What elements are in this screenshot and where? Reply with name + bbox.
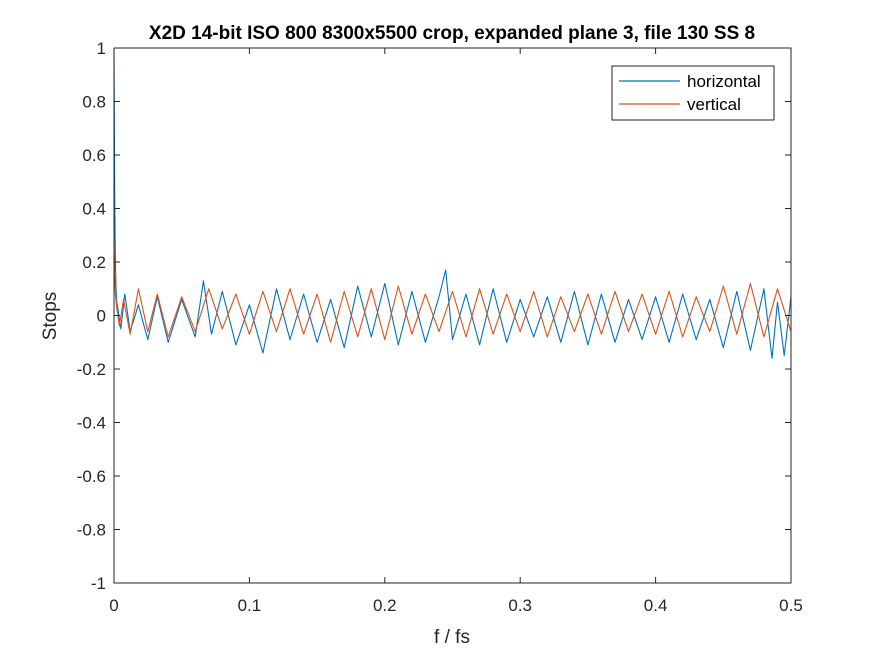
y-tick-label: -0.2 (77, 360, 106, 379)
legend: horizontal vertical (611, 65, 775, 121)
x-axis-label: f / fs (434, 627, 470, 648)
y-tick-label: -1 (91, 574, 106, 593)
y-tick-label: 0.4 (82, 200, 106, 219)
y-tick-label: 1 (97, 39, 106, 58)
series-line-vertical (113, 240, 792, 343)
y-tick-label: -0.6 (77, 467, 106, 486)
x-tick-label: 0.1 (238, 596, 262, 615)
legend-label-vertical: vertical (687, 95, 741, 114)
chart-title: X2D 14-bit ISO 800 8300x5500 crop, expan… (149, 23, 755, 44)
x-tick-label: 0.3 (508, 596, 532, 615)
series-layer (113, 47, 792, 359)
y-tick-label: 0.6 (82, 146, 106, 165)
legend-label-horizontal: horizontal (687, 72, 761, 91)
y-axis: -1 -0.8 -0.6 -0.4 -0.2 0 0.2 0.4 0.6 0.8 1 (77, 39, 791, 593)
series-line-horizontal (113, 47, 792, 359)
plot-area (114, 48, 791, 583)
x-tick-label: 0 (109, 596, 118, 615)
x-tick-label: 0.5 (779, 596, 803, 615)
x-tick-label: 0.4 (644, 596, 668, 615)
y-tick-label: 0 (97, 307, 106, 326)
legend-box (611, 65, 775, 121)
y-tick-label: 0.2 (82, 253, 106, 272)
x-tick-label: 0.2 (373, 596, 397, 615)
y-axis-label: Stops (40, 292, 61, 341)
x-axis: 0 0.1 0.2 0.3 0.4 0.5 (109, 48, 803, 615)
y-tick-label: -0.4 (77, 414, 106, 433)
y-tick-label: -0.8 (77, 521, 106, 540)
y-tick-label: 0.8 (82, 93, 106, 112)
